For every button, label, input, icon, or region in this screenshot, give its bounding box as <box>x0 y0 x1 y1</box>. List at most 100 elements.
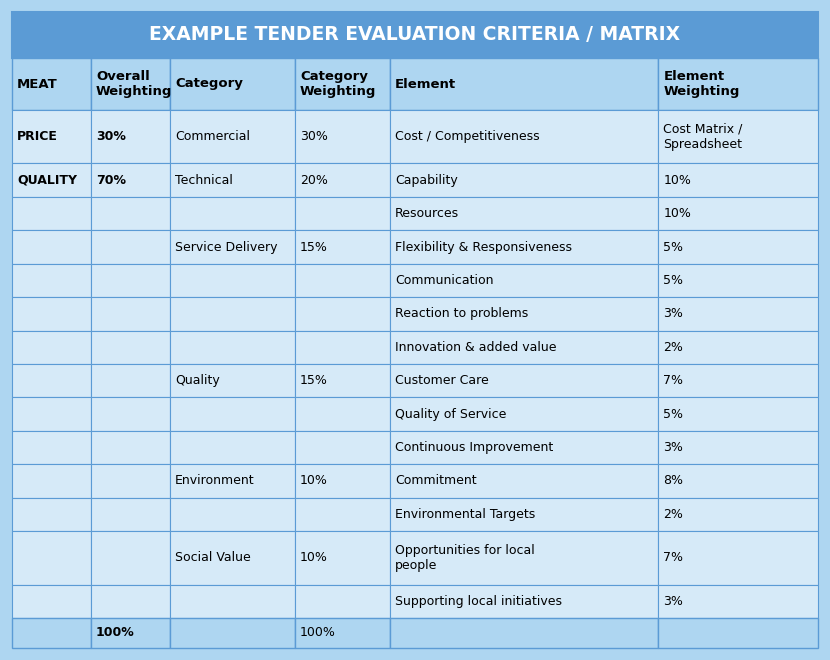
Bar <box>12 197 91 230</box>
Bar <box>12 618 91 648</box>
Bar <box>390 464 658 498</box>
Bar <box>91 164 170 197</box>
Text: Element
Weighting: Element Weighting <box>663 70 740 98</box>
Bar <box>170 110 295 164</box>
Text: Commercial: Commercial <box>175 130 250 143</box>
Text: 2%: 2% <box>663 341 683 354</box>
Bar <box>658 364 818 397</box>
Text: 100%: 100% <box>300 626 336 640</box>
Bar <box>658 110 818 164</box>
Bar <box>295 58 390 110</box>
Bar <box>170 364 295 397</box>
Bar <box>295 464 390 498</box>
Bar <box>12 464 91 498</box>
Text: Environmental Targets: Environmental Targets <box>395 508 535 521</box>
Bar <box>170 197 295 230</box>
Bar <box>658 197 818 230</box>
Bar <box>12 397 91 431</box>
Bar <box>295 397 390 431</box>
Text: 3%: 3% <box>663 308 683 320</box>
Bar <box>658 264 818 297</box>
Bar <box>295 585 390 618</box>
Bar <box>170 58 295 110</box>
Text: Social Value: Social Value <box>175 551 251 564</box>
Bar <box>658 297 818 331</box>
Bar <box>12 164 91 197</box>
Bar <box>12 110 91 164</box>
Text: Customer Care: Customer Care <box>395 374 489 387</box>
Text: EXAMPLE TENDER EVALUATION CRITERIA / MATRIX: EXAMPLE TENDER EVALUATION CRITERIA / MAT… <box>149 26 681 44</box>
Bar <box>12 230 91 264</box>
Bar <box>170 498 295 531</box>
Text: 8%: 8% <box>663 475 683 488</box>
Text: 5%: 5% <box>663 408 683 420</box>
Bar <box>390 618 658 648</box>
Text: Cost / Competitiveness: Cost / Competitiveness <box>395 130 540 143</box>
Text: Supporting local initiatives: Supporting local initiatives <box>395 595 562 608</box>
Text: Service Delivery: Service Delivery <box>175 240 277 253</box>
Bar <box>91 297 170 331</box>
Text: 3%: 3% <box>663 441 683 454</box>
Text: 15%: 15% <box>300 240 328 253</box>
Bar <box>91 364 170 397</box>
Bar <box>12 364 91 397</box>
Bar <box>658 397 818 431</box>
Bar <box>12 585 91 618</box>
Bar <box>91 331 170 364</box>
Bar <box>170 297 295 331</box>
Text: MEAT: MEAT <box>17 77 58 90</box>
Bar <box>170 264 295 297</box>
Text: Quality: Quality <box>175 374 220 387</box>
Text: QUALITY: QUALITY <box>17 174 77 187</box>
Text: Resources: Resources <box>395 207 459 220</box>
Bar <box>12 431 91 464</box>
Bar <box>91 464 170 498</box>
Bar <box>295 230 390 264</box>
Bar <box>658 331 818 364</box>
Bar <box>390 498 658 531</box>
Text: Overall
Weighting: Overall Weighting <box>96 70 173 98</box>
Text: Category: Category <box>175 77 243 90</box>
Text: 10%: 10% <box>663 207 691 220</box>
Bar <box>91 110 170 164</box>
Bar <box>170 397 295 431</box>
Bar <box>91 431 170 464</box>
Text: 30%: 30% <box>96 130 126 143</box>
Bar <box>390 230 658 264</box>
Bar <box>390 297 658 331</box>
Bar <box>170 164 295 197</box>
Text: Element: Element <box>395 77 457 90</box>
Bar <box>390 264 658 297</box>
Bar <box>390 58 658 110</box>
Bar <box>295 164 390 197</box>
Bar <box>295 331 390 364</box>
Bar <box>91 197 170 230</box>
Bar <box>91 531 170 585</box>
Bar <box>170 618 295 648</box>
Bar <box>91 618 170 648</box>
Bar <box>170 464 295 498</box>
Bar <box>295 197 390 230</box>
Bar <box>12 58 91 110</box>
Bar <box>390 431 658 464</box>
Text: Technical: Technical <box>175 174 233 187</box>
Text: Reaction to problems: Reaction to problems <box>395 308 528 320</box>
Bar <box>295 531 390 585</box>
Text: Quality of Service: Quality of Service <box>395 408 506 420</box>
Bar <box>170 331 295 364</box>
Bar <box>390 397 658 431</box>
Text: Opportunities for local
people: Opportunities for local people <box>395 544 535 572</box>
Bar <box>658 531 818 585</box>
Bar <box>91 58 170 110</box>
Text: Flexibility & Responsiveness: Flexibility & Responsiveness <box>395 240 572 253</box>
Text: Environment: Environment <box>175 475 255 488</box>
Bar <box>658 498 818 531</box>
Text: 10%: 10% <box>300 551 328 564</box>
Bar <box>295 297 390 331</box>
Bar <box>658 585 818 618</box>
Text: 7%: 7% <box>663 374 683 387</box>
Text: 3%: 3% <box>663 595 683 608</box>
Text: 100%: 100% <box>96 626 134 640</box>
Bar <box>295 264 390 297</box>
Text: Communication: Communication <box>395 274 494 287</box>
